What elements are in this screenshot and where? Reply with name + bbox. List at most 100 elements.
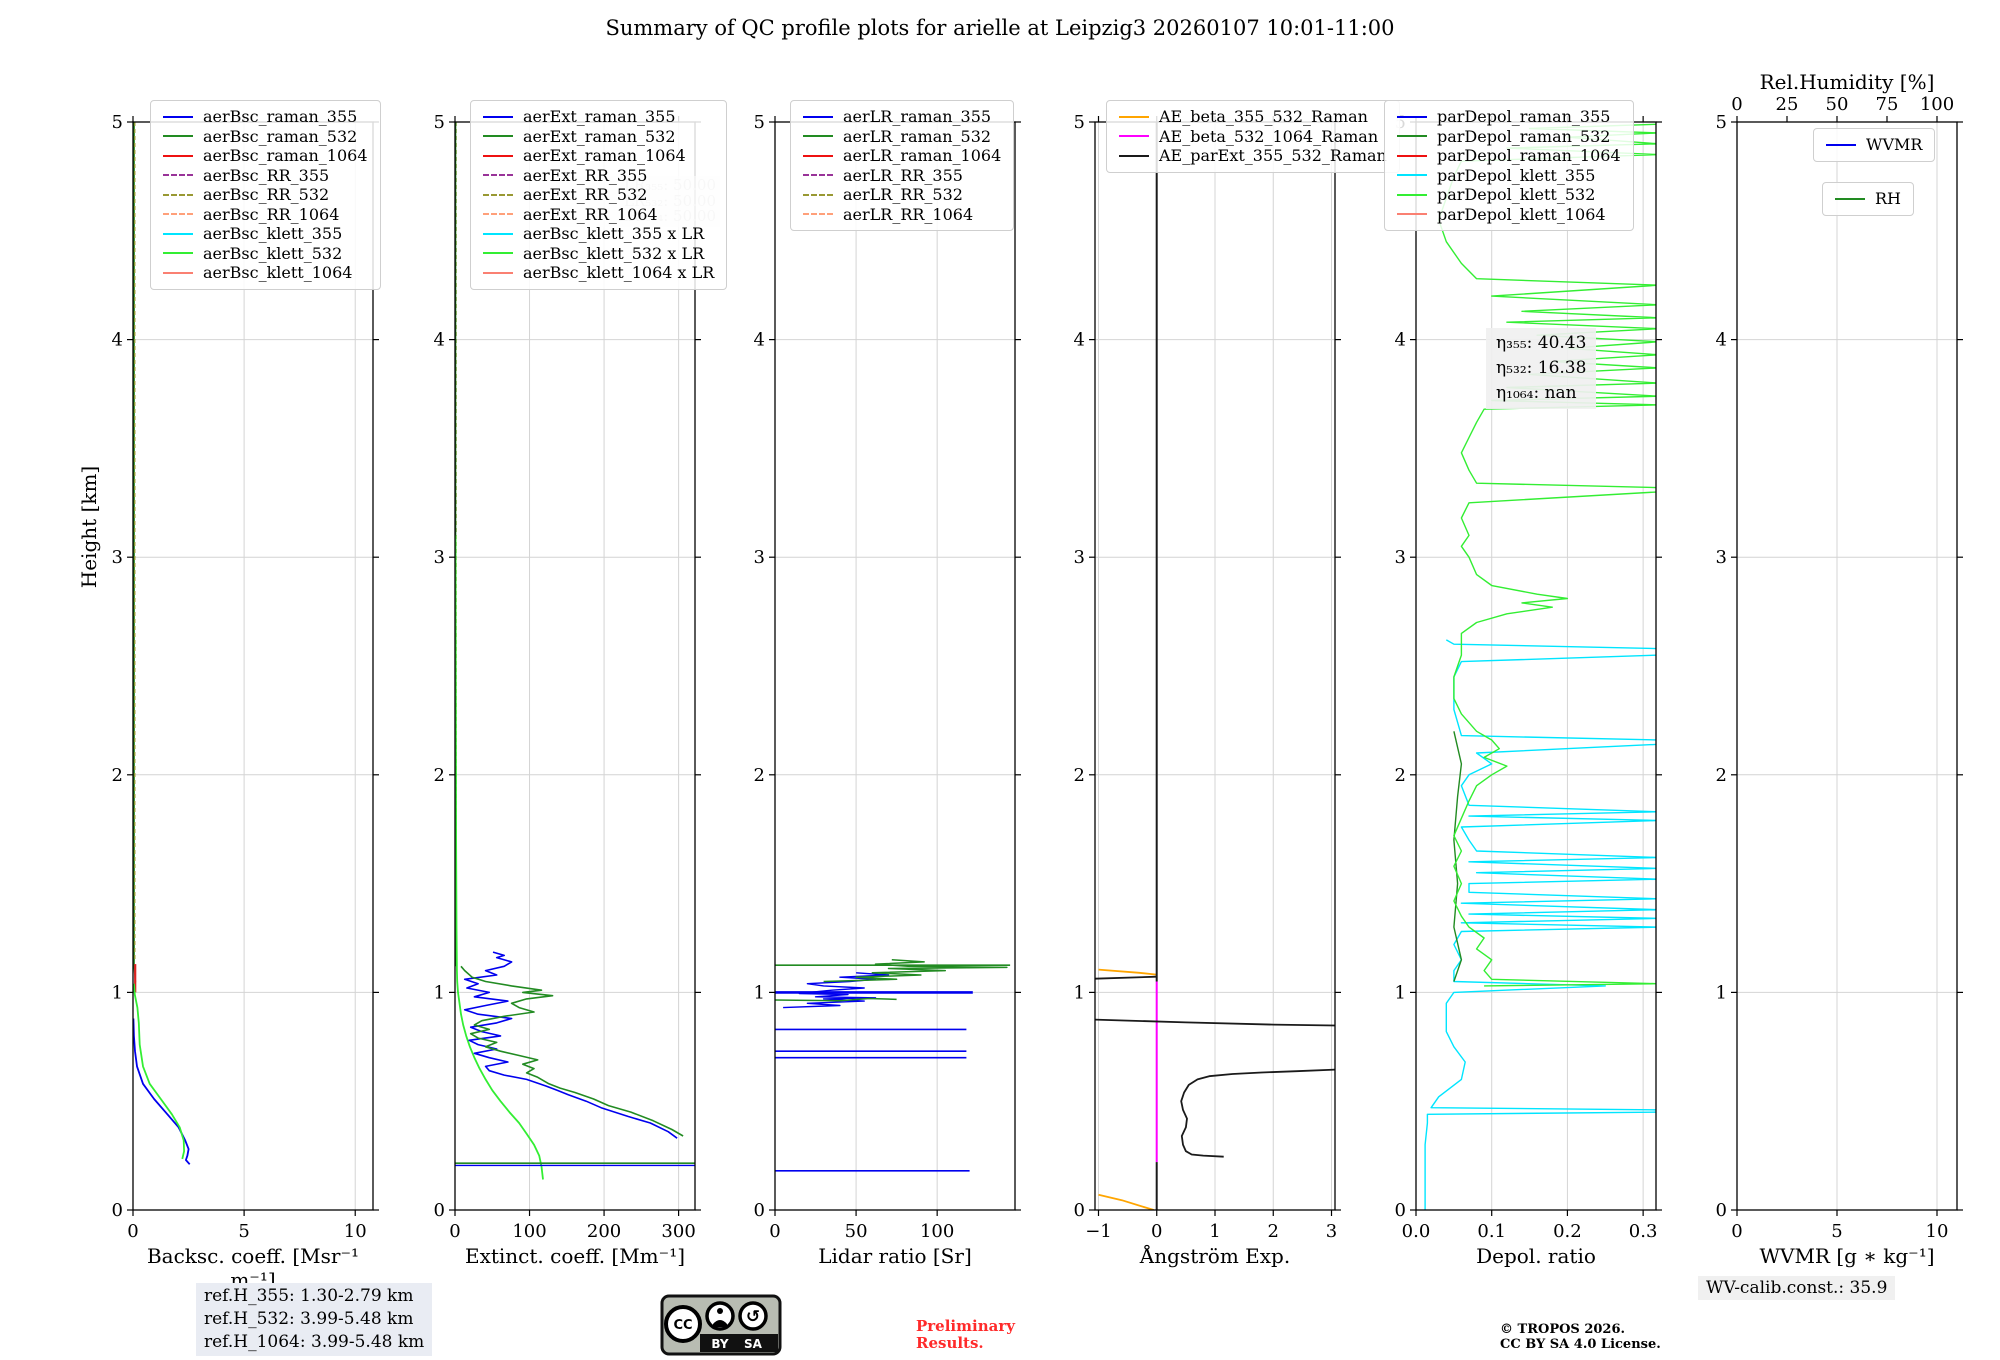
x-tick-label: 0: [1731, 1221, 1742, 1242]
y-tick-label: 3: [112, 547, 123, 568]
series-parDepol_klett_355: [1424, 639, 1656, 1210]
legend-line-swatch: [1397, 193, 1427, 196]
ref-h-1064: ref.H_1064: 3.99-5.48 km: [204, 1332, 425, 1352]
top-axis-label: Rel.Humidity [%]: [1759, 70, 1935, 94]
legend-label: aerBsc_raman_1064: [203, 146, 368, 166]
xlabel-extinction: Extinct. coeff. [Mm⁻¹]: [464, 1244, 686, 1268]
top-tick-label: 25: [1776, 94, 1799, 115]
preliminary-line-2: Results.: [916, 1334, 984, 1352]
legend-item: AE_beta_532_1064_Raman: [1119, 127, 1387, 147]
legend-line-swatch: [803, 154, 833, 157]
y-tick-label: 2: [1074, 765, 1085, 786]
xlabel-angstroem-exponent: Ångström Exp.: [1139, 1244, 1291, 1268]
legend-line-swatch: [803, 174, 833, 177]
y-tick-label: 0: [434, 1200, 445, 1221]
legend-item: aerBsc_klett_532: [163, 244, 368, 264]
series-aerBsc_klett_532_x_LR: [455, 535, 544, 1180]
x-tick-label: −1: [1085, 1221, 1112, 1242]
cc-badge-graphic: CC ↺ BY SA: [660, 1294, 782, 1356]
legend-item: aerBsc_raman_532: [163, 127, 368, 147]
legend-line-swatch: [163, 213, 193, 216]
legend-extinction: aerExt_raman_355 aerExt_raman_532 aerExt_r…: [470, 100, 728, 290]
series-AE_beta_355_532_low: [1098, 1193, 1155, 1210]
x-tick-label: 300: [661, 1221, 695, 1242]
axes-frame: [1415, 121, 1657, 1211]
legend-item: aerBsc_klett_1064: [163, 263, 368, 283]
subplot-extinction: 0 100 200 300 0 1 2 3 4 5: [434, 112, 701, 1242]
copyright-line-2: CC BY SA 4.0 License.: [1500, 1337, 1661, 1352]
legend-item: aerBsc_klett_1064 x LR: [483, 263, 714, 283]
legend-item: aerExt_raman_1064: [483, 146, 714, 166]
legend-line-swatch: [483, 213, 513, 216]
legend-label: aerBsc_RR_355: [203, 165, 330, 185]
y-tick-label: 4: [434, 330, 445, 351]
series-parDepol_raman_532: [1453, 731, 1463, 982]
share-alike-arrow-icon: [738, 1301, 768, 1331]
subplot-lidar-ratio: 0 50 100 0 1 2 3 4 5: [754, 112, 1021, 1242]
legend-label: AE_beta_355_532_Raman: [1159, 107, 1368, 127]
series-parDepol_klett_532: [1437, 123, 1656, 987]
x-tick-label: 0: [127, 1221, 138, 1242]
legend-line-swatch: [1835, 197, 1865, 200]
copyright-line-1: © TROPOS 2026.: [1500, 1322, 1626, 1337]
legend-item: AE_parExt_355_532_Raman: [1119, 146, 1387, 166]
person-head: [717, 1308, 723, 1314]
y-tick-label: 2: [1716, 765, 1727, 786]
legend-label: aerExt_RR_1064: [523, 204, 658, 224]
legend-line-swatch: [1397, 115, 1427, 118]
legend-label: RH: [1875, 189, 1901, 209]
legend-line-swatch: [483, 193, 513, 196]
legend-line-swatch: [1119, 115, 1149, 118]
legend-label: aerLR_RR_1064: [843, 204, 974, 224]
legend-label: parDepol_raman_1064: [1437, 146, 1621, 166]
y-tick-label: 4: [754, 330, 765, 351]
series-AE_parExt_line_086: [1095, 1018, 1335, 1027]
figure-title: Summary of QC profile plots for arielle …: [605, 16, 1395, 40]
legend-angstroem-exponent: AE_beta_355_532_Raman AE_beta_532_1064_Ra…: [1106, 100, 1400, 173]
y-tick-label: 3: [1716, 547, 1727, 568]
legend-line-swatch: [163, 154, 193, 157]
legend-label: aerExt_raman_355: [523, 107, 676, 127]
series-aerBsc_raman_355: [133, 1018, 191, 1165]
axes-frame: [1736, 121, 1958, 1211]
legend-wvmr: WVMR: [1813, 128, 1936, 162]
series-aerExt_raman_355: [463, 951, 678, 1139]
legend-line-swatch: [483, 135, 513, 138]
legend-item: aerExt_RR_1064: [483, 205, 714, 225]
cc-by-sa-badge: CC ↺ BY SA: [660, 1294, 782, 1360]
preliminary-line-1: Preliminary: [916, 1317, 1015, 1335]
legend-item: aerBsc_RR_355: [163, 166, 368, 186]
legend-label: aerBsc_klett_1064 x LR: [523, 263, 715, 283]
legend-item: parDepol_raman_355: [1397, 107, 1621, 127]
x-tick-label: 0: [1151, 1221, 1162, 1242]
x-tick-label: 0.2: [1553, 1221, 1582, 1242]
y-tick-label: 3: [434, 547, 445, 568]
series-AE_parExt_curve: [1180, 1068, 1335, 1158]
wv-calib-annotation: WV-calib.const.: 35.9: [1698, 1276, 1896, 1300]
y-tick-label: 0: [754, 1200, 765, 1221]
y-tick-label: 2: [434, 765, 445, 786]
y-tick-label: 1: [1395, 982, 1406, 1003]
legend-line-swatch: [163, 252, 193, 255]
reference-height-annotation: ref.H_355: 1.30-2.79 km ref.H_532: 3.99-…: [196, 1283, 433, 1356]
legend-item: parDepol_klett_355: [1397, 166, 1621, 186]
axes-frame: [774, 121, 1016, 1211]
legend-line-swatch: [483, 115, 513, 118]
legend-label: AE_beta_532_1064_Raman: [1159, 126, 1379, 146]
legend-item: aerLR_raman_532: [803, 127, 1001, 147]
y-tick-label: 5: [434, 112, 445, 133]
legend-line-swatch: [483, 174, 513, 177]
y-tick-label: 5: [112, 112, 123, 133]
x-tick-label: 10: [344, 1221, 367, 1242]
legend-item: parDepol_raman_1064: [1397, 146, 1621, 166]
legend-item: parDepol_klett_1064: [1397, 205, 1621, 225]
y-tick-label: 1: [1074, 982, 1085, 1003]
legend-label: aerExt_raman_1064: [523, 146, 686, 166]
legend-item: aerExt_raman_532: [483, 127, 714, 147]
top-tick-label: 50: [1826, 94, 1849, 115]
legend-line-swatch: [483, 154, 513, 157]
x-tick-label: 10: [1926, 1221, 1949, 1242]
x-tick-label: 100: [920, 1221, 954, 1242]
series-AE_beta_355_532_high: [1098, 968, 1157, 976]
